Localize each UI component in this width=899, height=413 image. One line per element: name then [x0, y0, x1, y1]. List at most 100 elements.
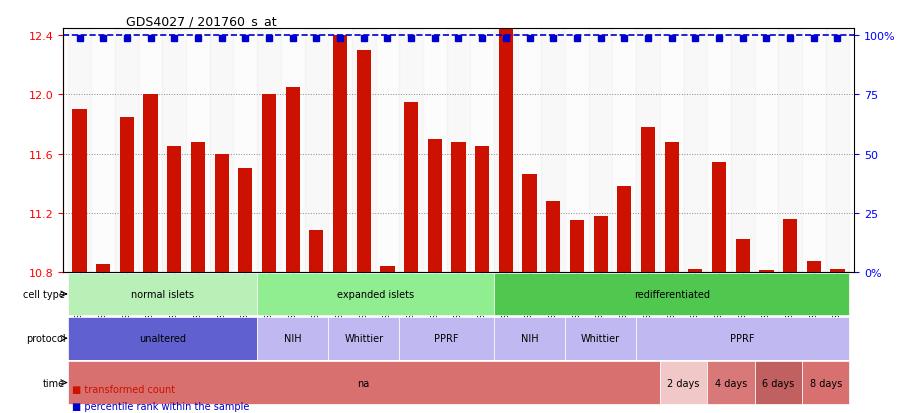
Bar	[92, 29, 115, 272]
Bar	[352, 29, 376, 272]
Text: time: time	[43, 377, 66, 388]
FancyBboxPatch shape	[399, 317, 494, 360]
FancyBboxPatch shape	[494, 317, 565, 360]
Bar	[451, 142, 466, 272]
Text: 6 days: 6 days	[762, 377, 795, 388]
Bar	[186, 29, 209, 272]
Bar	[67, 29, 92, 272]
Bar	[593, 216, 608, 272]
Text: 2 days: 2 days	[667, 377, 699, 388]
Text: expanded islets: expanded islets	[337, 289, 414, 299]
Bar	[754, 29, 779, 272]
Bar	[120, 117, 134, 272]
Bar	[565, 29, 589, 272]
Bar	[234, 29, 257, 272]
Text: normal islets: normal islets	[131, 289, 194, 299]
Text: cell type: cell type	[23, 289, 66, 299]
FancyBboxPatch shape	[754, 361, 802, 404]
FancyBboxPatch shape	[67, 317, 257, 360]
Bar	[831, 269, 844, 272]
Bar	[612, 29, 636, 272]
Bar	[262, 95, 276, 272]
Text: na: na	[358, 377, 369, 388]
Bar	[499, 0, 513, 272]
Bar	[689, 269, 702, 272]
Bar	[115, 29, 138, 272]
Bar	[546, 202, 560, 272]
FancyBboxPatch shape	[660, 361, 708, 404]
Bar	[783, 219, 797, 272]
Bar	[309, 231, 324, 272]
Bar	[404, 102, 418, 272]
Bar	[712, 163, 726, 272]
Bar	[209, 29, 234, 272]
Bar	[636, 29, 660, 272]
Bar	[144, 95, 157, 272]
Bar	[664, 142, 679, 272]
Bar	[708, 29, 731, 272]
Bar	[683, 29, 708, 272]
Bar	[215, 154, 228, 272]
Bar	[779, 29, 802, 272]
Bar	[428, 140, 442, 272]
Bar	[328, 29, 352, 272]
Bar	[286, 88, 299, 272]
FancyBboxPatch shape	[328, 317, 399, 360]
Bar	[280, 29, 305, 272]
Bar	[570, 221, 584, 272]
Bar	[802, 29, 825, 272]
Bar	[731, 29, 754, 272]
FancyBboxPatch shape	[565, 317, 636, 360]
Bar	[760, 271, 773, 272]
Text: Whittier: Whittier	[581, 333, 620, 343]
Text: NIH: NIH	[284, 333, 301, 343]
Bar	[167, 147, 182, 272]
Text: GDS4027 / 201760_s_at: GDS4027 / 201760_s_at	[126, 15, 277, 28]
Bar	[522, 175, 537, 272]
Text: ■ transformed count: ■ transformed count	[72, 385, 175, 394]
Bar	[73, 110, 86, 272]
FancyBboxPatch shape	[708, 361, 754, 404]
Bar	[96, 265, 111, 272]
Bar	[376, 29, 399, 272]
Bar	[806, 262, 821, 272]
Bar	[333, 36, 347, 272]
Bar	[618, 187, 631, 272]
FancyBboxPatch shape	[802, 361, 850, 404]
Text: unaltered: unaltered	[139, 333, 186, 343]
FancyBboxPatch shape	[257, 317, 328, 360]
Text: redifferentiated: redifferentiated	[634, 289, 709, 299]
Text: PPRF: PPRF	[434, 333, 458, 343]
Bar	[305, 29, 328, 272]
Text: NIH: NIH	[521, 333, 539, 343]
Text: 8 days: 8 days	[809, 377, 841, 388]
Bar	[518, 29, 541, 272]
Bar	[138, 29, 163, 272]
Bar	[380, 266, 395, 272]
Bar	[399, 29, 423, 272]
Bar	[423, 29, 447, 272]
Bar	[163, 29, 186, 272]
Bar	[191, 142, 205, 272]
Text: PPRF: PPRF	[731, 333, 755, 343]
Bar	[825, 29, 850, 272]
Bar	[541, 29, 565, 272]
Bar	[494, 29, 518, 272]
FancyBboxPatch shape	[636, 317, 850, 360]
Bar	[447, 29, 470, 272]
Bar	[735, 240, 750, 272]
FancyBboxPatch shape	[494, 273, 850, 316]
Text: 4 days: 4 days	[715, 377, 747, 388]
FancyBboxPatch shape	[257, 273, 494, 316]
Bar	[357, 51, 371, 272]
Bar	[475, 147, 489, 272]
FancyBboxPatch shape	[67, 273, 257, 316]
Bar	[641, 128, 655, 272]
Text: Whittier: Whittier	[344, 333, 383, 343]
Text: protocol: protocol	[26, 333, 66, 343]
Bar	[238, 169, 253, 272]
Bar	[660, 29, 683, 272]
Bar	[589, 29, 612, 272]
Bar	[470, 29, 494, 272]
FancyBboxPatch shape	[67, 361, 660, 404]
